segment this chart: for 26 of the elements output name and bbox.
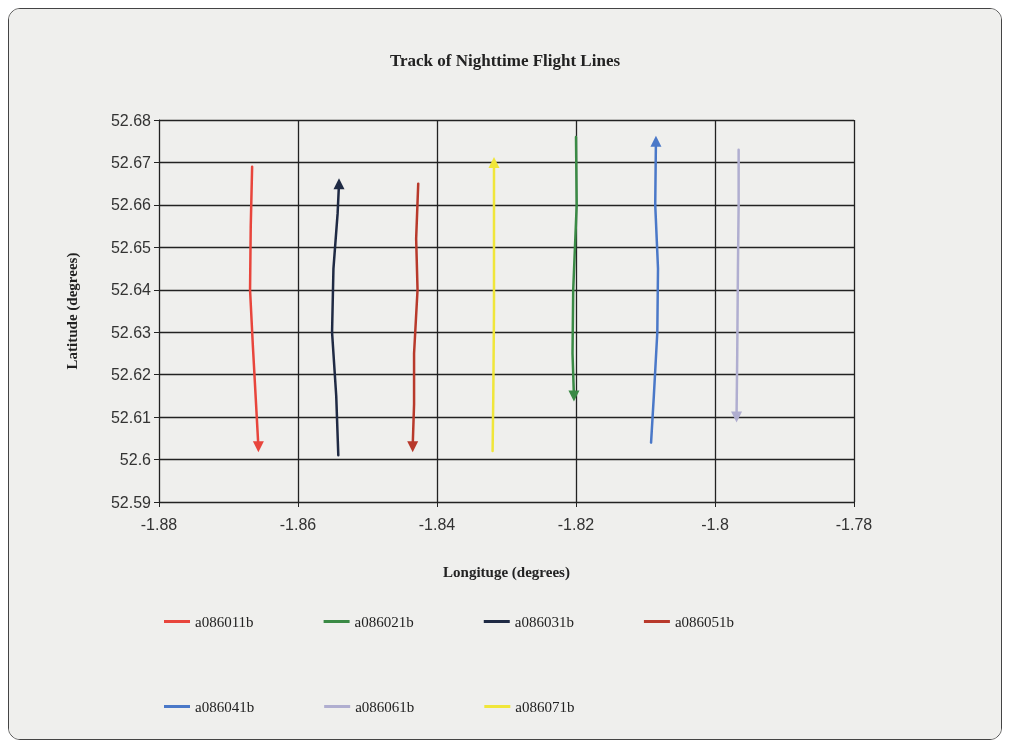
legend-label: a086051b (674, 613, 735, 630)
y-tick-label: 52.61 (110, 408, 152, 426)
y-tick-label: 52.6 (119, 451, 152, 469)
legend-label: a086021b (354, 613, 414, 630)
y-tick-label: 52.66 (110, 196, 152, 214)
x-tick-label: -1.8 (701, 515, 729, 533)
x-tick-label: -1.82 (557, 515, 595, 533)
y-tick-label: 52.59 (110, 493, 152, 511)
x-tick-label: -1.86 (279, 515, 317, 533)
legend-label: a086031b (514, 613, 574, 630)
y-tick-label: 52.63 (110, 323, 152, 341)
legend-label: a086011b (195, 613, 254, 630)
x-tick-label: -1.88 (140, 515, 178, 533)
legend-label: a086061b (355, 698, 415, 715)
x-tick-label: -1.78 (835, 515, 873, 533)
y-tick-label: 52.65 (110, 238, 152, 256)
legend-label: a086071b (515, 698, 575, 715)
y-axis-title: Latitude (degrees) (63, 252, 81, 370)
x-tick-label: -1.84 (418, 515, 456, 533)
legend-label: a086041b (195, 698, 255, 715)
y-tick-label: 52.62 (110, 366, 152, 384)
y-tick-label: 52.67 (110, 153, 152, 171)
x-axis-title: Longituge (degrees) (443, 563, 570, 581)
y-tick-label: 52.68 (110, 111, 152, 129)
y-tick-label: 52.64 (110, 281, 152, 299)
chart-title: Track of Nighttime Flight Lines (389, 51, 621, 70)
